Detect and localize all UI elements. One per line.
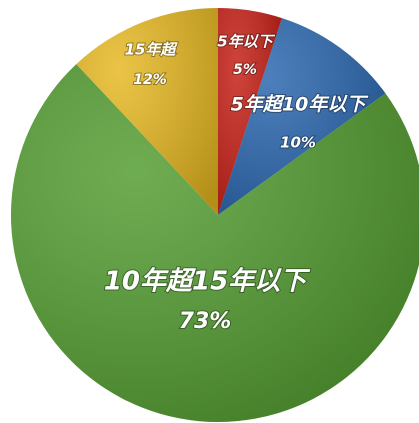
slice-shade: [218, 8, 282, 215]
slice-label: 15年超: [125, 41, 179, 59]
value-label: 5%: [233, 62, 257, 78]
value-label: 10%: [280, 134, 316, 152]
slice-shade: [218, 18, 386, 215]
slice-label: 5年以下: [217, 33, 275, 51]
value-label: 12%: [133, 72, 167, 88]
slice-label: 5年超10年以下: [231, 94, 370, 116]
slice-shade: [76, 8, 218, 215]
slice-label: 10年超15年以下: [104, 267, 311, 297]
value-label: 73%: [179, 309, 232, 334]
slice-shade: [11, 64, 419, 422]
